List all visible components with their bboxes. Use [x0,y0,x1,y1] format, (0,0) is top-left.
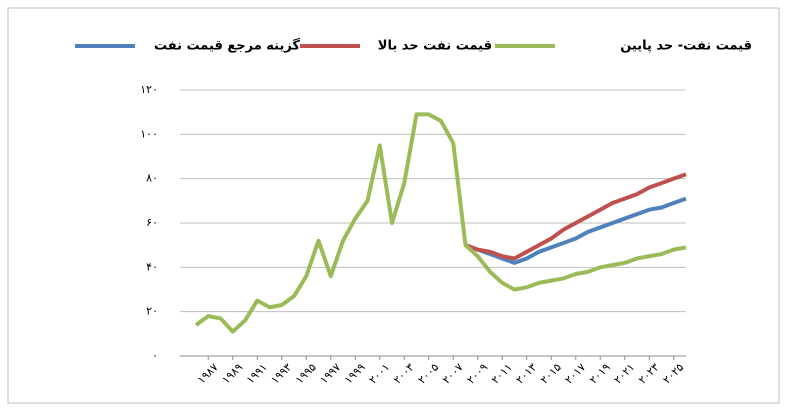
series-line [464,172,687,261]
legend-label: قیمت نفت- حد پایین [620,39,752,54]
legend-label: قیمت نفت حد بالا [378,39,492,54]
y-tick-label: ۸۰ [146,172,158,185]
y-tick-label: ۶۰ [146,216,158,229]
y-tick-label: ۴۰ [146,260,158,273]
y-tick-label: ۰ [152,349,158,362]
legend-label: گزینه مرجع قیمت نفت [154,38,300,54]
series-line [464,196,687,265]
series-line [194,112,687,334]
y-tick-label: ۱۲۰ [140,83,158,96]
y-tick-label: ۲۰ [146,305,158,318]
chart-frame [7,7,780,404]
y-tick-label: ۱۰۰ [140,127,158,140]
